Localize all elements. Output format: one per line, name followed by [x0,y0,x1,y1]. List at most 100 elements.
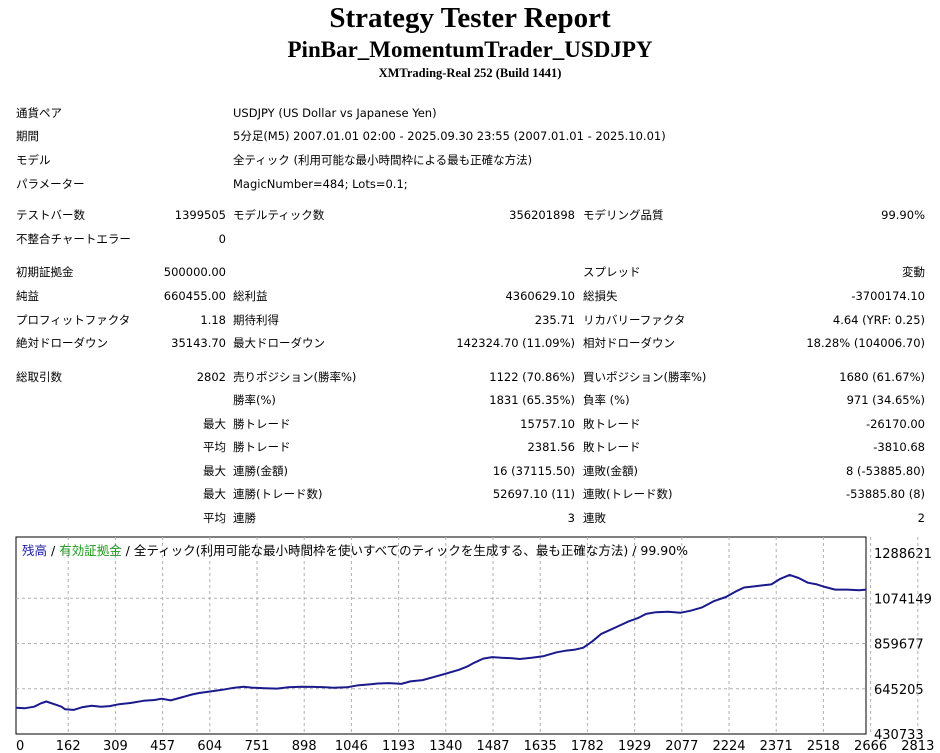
stat-label-short-positions: 売りポジション(勝率%) [233,370,357,384]
stat-label-consec-loss: 連敗(トレード数) [583,487,673,501]
stat-value-consec-losses: 8 (-53885.80) [846,464,925,478]
info-label-model: モデル [16,153,51,167]
stat-value-mismatch: 0 [218,232,226,246]
stat-prefix-average-2: 平均 [203,511,226,525]
legend-model-info: / 全ティック(利用可能な最小時間枠を使いすべてのティックを生成する、最も正確な… [121,543,689,558]
stat-value-long-positions: 1680 (61.67%) [839,370,925,384]
server-build: XMTrading-Real 252 (Build 1441) [378,66,562,80]
stat-label-profit-factor: プロフィットファクタ [16,313,131,327]
stat-value-average-win: 2381.56 [527,440,575,454]
stat-label-average-loss: 敗トレード [583,440,641,454]
stat-value-largest-win: 15757.10 [520,417,575,431]
stat-label-gross-profit: 総利益 [233,289,268,303]
stat-value-consec-loss: -53885.80 (8) [846,487,925,501]
stat-value-ticks: 356201898 [509,208,575,222]
balance-chart: 1288621 1074149 859677 645205 430733 0 162 309 4… [0,531,940,753]
x-tick-label: 2813 [901,739,934,753]
y-tick-label: 1074149 [874,592,932,607]
stat-label-ticks: モデルティック数 [233,208,325,222]
stat-value-consec-profit: 52697.10 (11) [492,487,575,501]
strategy-name: PinBar_MomentumTrader_USDJPY [287,37,653,62]
x-tick-label: 2077 [665,739,698,753]
stat-value-deposit: 500000.00 [163,265,226,279]
stat-label-avg-consec-losses: 連敗 [583,511,606,525]
stat-value-bars: 1399505 [174,208,226,222]
x-tick-label: 0 [16,739,24,753]
stat-label-bars: テストバー数 [16,208,85,222]
stat-value-expected-payoff: 235.71 [534,313,575,327]
x-tick-label: 604 [197,739,222,753]
stat-label-largest-loss: 敗トレード [583,417,641,431]
stat-value-consec-wins: 16 (37115.50) [492,464,575,478]
y-tick-label: 1288621 [874,547,932,562]
stat-label-win-rate: 勝率(%) [233,393,276,407]
stat-value-short-positions: 1122 (70.86%) [489,370,575,384]
stat-value-largest-loss: -26170.00 [865,417,925,431]
stat-value-avg-consec-wins: 3 [567,511,575,525]
x-tick-label: 1929 [618,739,651,753]
stat-label-recovery-factor: リカバリーファクタ [583,313,686,327]
balance-series-line [15,573,867,711]
chart-legend: 残高 / 有効証拠金 / 全ティック(利用可能な最小時間枠を使いすべてのティック… [22,540,688,559]
stat-value-rel-drawdown: 18.28% (104006.70) [806,336,925,350]
x-tick-label: 898 [292,739,317,753]
info-value-model: 全ティック (利用可能な最小時間枠による最も正確な方法) [233,153,533,167]
x-tick-label: 2371 [760,739,793,753]
info-value-parameters: MagicNumber=484; Lots=0.1; [233,177,408,191]
stat-prefix-largest: 最大 [203,417,226,431]
stat-label-max-drawdown: 最大ドローダウン [233,336,325,350]
info-label-symbol: 通貨ペア [16,106,62,120]
y-tick-label: 430733 [874,728,924,743]
stat-value-quality: 99.90% [881,208,925,222]
stat-value-avg-consec-losses: 2 [917,511,925,525]
stat-prefix-max-2: 最大 [203,487,226,501]
x-tick-label: 2224 [712,739,745,753]
info-value-period: 5分足(M5) 2007.01.01 02:00 - 2025.09.30 23… [233,129,666,143]
stat-label-consec-wins: 連勝(金額) [233,464,288,478]
x-tick-label: 1635 [524,739,557,753]
stat-label-long-positions: 買いポジション(勝率%) [583,370,707,384]
stat-value-net-profit: 660455.00 [163,289,226,303]
x-tick-label: 751 [245,739,270,753]
stat-label-mismatch: 不整合チャートエラー [16,232,131,246]
x-tick-label: 162 [56,739,81,753]
stat-value-loss-rate: 971 (34.65%) [846,393,925,407]
stat-label-rel-drawdown: 相対ドローダウン [583,336,675,350]
x-tick-label: 2518 [807,739,840,753]
stat-value-max-drawdown: 142324.70 (11.09%) [456,336,575,350]
stat-value-gross-loss: -3700174.10 [851,289,925,303]
stat-label-consec-profit: 連勝(トレード数) [233,487,323,501]
x-tick-label: 1193 [382,739,415,753]
legend-balance: 残高 [22,543,48,558]
report-title: Strategy Tester Report [329,2,611,34]
x-tick-label: 309 [103,739,128,753]
info-label-period: 期間 [16,129,39,143]
legend-equity: 有効証拠金 [59,543,122,558]
x-tick-label: 1487 [476,739,509,753]
stat-label-abs-drawdown: 絶対ドローダウン [16,336,108,350]
info-value-symbol: USDJPY (US Dollar vs Japanese Yen) [233,106,437,120]
x-tick-label: 457 [150,739,175,753]
x-tick-label: 1340 [429,739,462,753]
stat-value-recovery-factor: 4.64 (YRF: 0.25) [832,313,925,327]
stat-label-largest-win: 勝トレード [233,417,291,431]
x-tick-label: 1046 [335,739,368,753]
stat-label-gross-loss: 総損失 [583,289,618,303]
stat-value-win-rate: 1831 (65.35%) [489,393,575,407]
stat-label-average-win: 勝トレード [233,440,291,454]
stat-value-spread: 変動 [902,265,925,279]
stat-label-spread: スプレッド [583,265,641,279]
stat-value-average-loss: -3810.68 [873,440,925,454]
stat-value-total-trades: 2802 [196,370,226,384]
stat-label-expected-payoff: 期待利得 [233,313,279,327]
info-label-parameters: パラメーター [16,177,85,191]
stat-label-consec-losses: 連敗(金額) [583,464,638,478]
stat-value-abs-drawdown: 35143.70 [171,336,226,350]
y-tick-label: 645205 [874,683,924,698]
plot-frame [15,536,867,735]
stat-prefix-max-1: 最大 [203,464,226,478]
y-tick-label: 859677 [874,638,924,653]
x-tick-label: 2666 [854,739,887,753]
stat-label-net-profit: 純益 [16,289,39,303]
stat-label-loss-rate: 負率 (%) [583,393,630,407]
